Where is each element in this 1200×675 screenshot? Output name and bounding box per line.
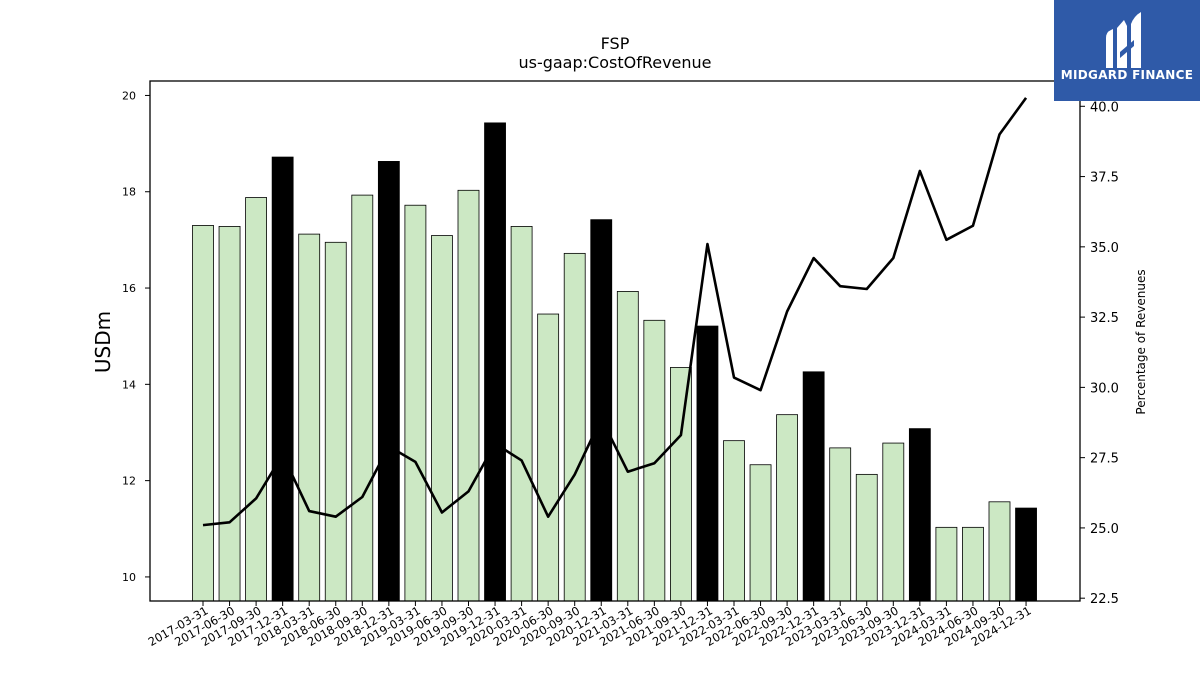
- plot-frame: [149, 80, 1081, 602]
- chart-title: FSP: [601, 34, 630, 53]
- bar-2024-06-30: [962, 526, 984, 602]
- bar-2017-12-31: [271, 156, 294, 602]
- bar-2021-09-30: [670, 367, 692, 602]
- bar-2019-12-31: [484, 122, 506, 602]
- logo: MIDGARD FINANCE: [1054, 0, 1200, 101]
- chart-subtitle: us-gaap:CostOfRevenue: [518, 53, 711, 72]
- y-axis-left: 10 12 14 16 18 20: [122, 89, 150, 584]
- line-layer: [202, 97, 1028, 527]
- logo-text: MIDGARD FINANCE: [1060, 68, 1194, 82]
- y-tick-label: 16: [122, 282, 136, 295]
- bar-2019-06-30: [431, 235, 453, 602]
- bar-2017-09-30: [245, 197, 268, 602]
- y2-axis-label: Percentage of Revenues: [1134, 269, 1148, 414]
- bar-2021-03-31: [616, 291, 639, 602]
- bar-2022-12-31: [802, 371, 825, 602]
- bar-2022-06-30: [749, 464, 772, 602]
- bar-2018-06-30: [324, 241, 347, 602]
- y2-tick-label: 40.0: [1090, 100, 1119, 115]
- bar-2018-12-31: [377, 161, 400, 602]
- y-tick-label: 18: [122, 186, 136, 199]
- bar-2017-03-31: [192, 225, 214, 602]
- bar-2023-09-30: [882, 442, 905, 602]
- y-tick-label: 10: [122, 571, 136, 584]
- y-tick-label: 20: [122, 89, 136, 102]
- bar-2020-03-31: [510, 226, 533, 602]
- bar-2024-03-31: [935, 526, 958, 602]
- y2-tick-label: 35.0: [1090, 241, 1119, 256]
- y2-tick-label: 25.0: [1090, 522, 1119, 537]
- bar-2019-03-31: [404, 204, 427, 602]
- bar-2017-06-30: [218, 226, 241, 602]
- y-tick-label: 12: [122, 475, 136, 488]
- y2-tick-label: 22.5: [1090, 592, 1119, 607]
- bar-2020-09-30: [563, 252, 586, 602]
- bar-2021-12-31: [696, 325, 719, 602]
- bar-2022-03-31: [723, 440, 745, 602]
- y2-tick-label: 30.0: [1090, 381, 1119, 396]
- bar-2024-09-30: [988, 501, 1011, 602]
- bar-2020-06-30: [537, 313, 560, 602]
- bar-2021-06-30: [643, 319, 666, 602]
- bar-2022-09-30: [776, 414, 798, 602]
- bar-2020-12-31: [590, 219, 613, 602]
- bar-2018-09-30: [351, 194, 374, 602]
- x-axis: 2017-03-312017-06-302017-09-302017-12-31…: [146, 601, 1034, 649]
- y-axis-right: 22.5 25.0 27.5 30.0 32.5 35.0 37.5 40.0: [1080, 100, 1119, 607]
- bar-2024-12-31: [1015, 507, 1037, 602]
- y2-tick-label: 27.5: [1090, 452, 1119, 467]
- y2-tick-label: 37.5: [1090, 171, 1119, 186]
- bar-2023-06-30: [855, 473, 878, 602]
- bar-2018-03-31: [298, 233, 321, 602]
- bar-2019-09-30: [457, 189, 480, 602]
- midgard-finance-logo-icon: [1106, 12, 1141, 68]
- bar-2023-12-31: [908, 428, 931, 602]
- bar-2023-03-31: [829, 447, 852, 602]
- y-tick-label: 14: [122, 378, 136, 391]
- percentage-line: [202, 97, 1028, 527]
- y-axis-label: USDm: [91, 311, 115, 373]
- y2-tick-label: 32.5: [1090, 311, 1119, 326]
- bars-layer: [192, 122, 1037, 602]
